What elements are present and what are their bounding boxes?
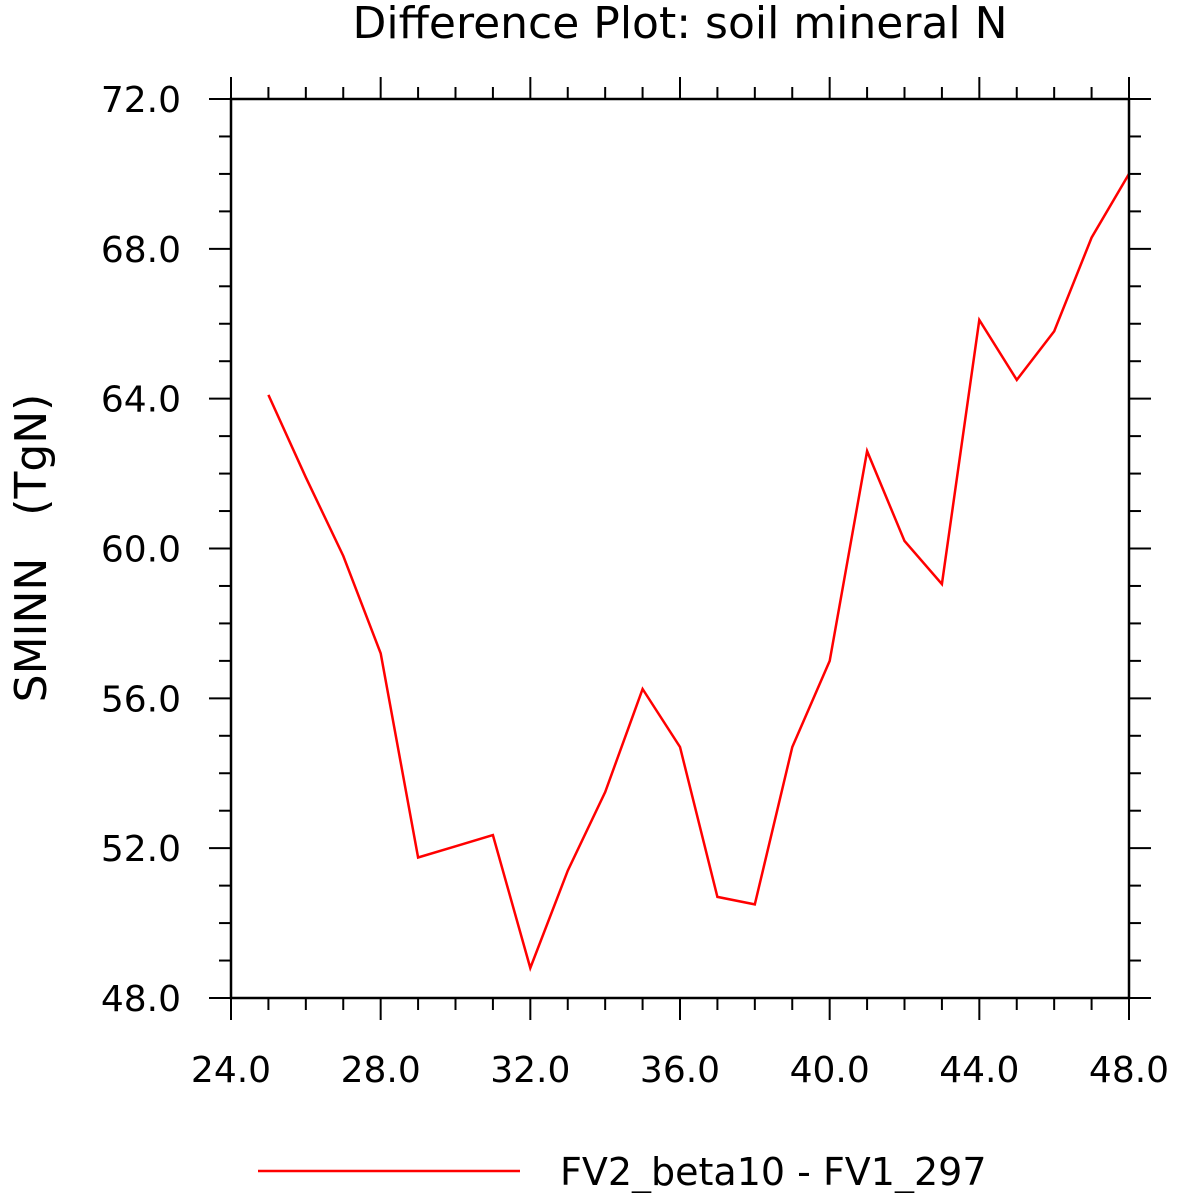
x-tick-label: 32.0 (490, 1050, 570, 1091)
x-tick-label: 48.0 (1089, 1050, 1169, 1091)
y-tick-label: 60.0 (101, 530, 181, 571)
y-tick-label: 48.0 (101, 979, 181, 1020)
y-axis-label: SMINN (TgN) (6, 394, 57, 703)
series-line (267, 173, 1131, 972)
legend: FV2_beta10 - FV1_297 (258, 1150, 987, 1193)
x-tick-label: 24.0 (191, 1050, 271, 1091)
y-tick-label: 52.0 (101, 829, 181, 870)
x-tick-label: 28.0 (341, 1050, 421, 1091)
chart-title: Difference Plot: soil mineral N (352, 0, 1007, 49)
y-tick-label: 56.0 (101, 679, 181, 720)
x-tick-label: 44.0 (939, 1050, 1019, 1091)
axis-ticks (209, 77, 1151, 1020)
axis-tick-labels: 24.0 28.0 32.0 36.0 40.0 44.0 48.0 48.0 52.0 56.0… (101, 80, 1169, 1091)
y-tick-label: 72.0 (101, 80, 181, 121)
y-tick-label: 64.0 (101, 380, 181, 421)
x-tick-label: 36.0 (640, 1050, 720, 1091)
x-tick-label: 40.0 (790, 1050, 870, 1091)
legend-entry: FV2_beta10 - FV1_297 (560, 1150, 987, 1193)
plot-frame (229, 97, 1131, 1000)
y-tick-label: 68.0 (101, 230, 181, 271)
series-layer (267, 173, 1131, 972)
